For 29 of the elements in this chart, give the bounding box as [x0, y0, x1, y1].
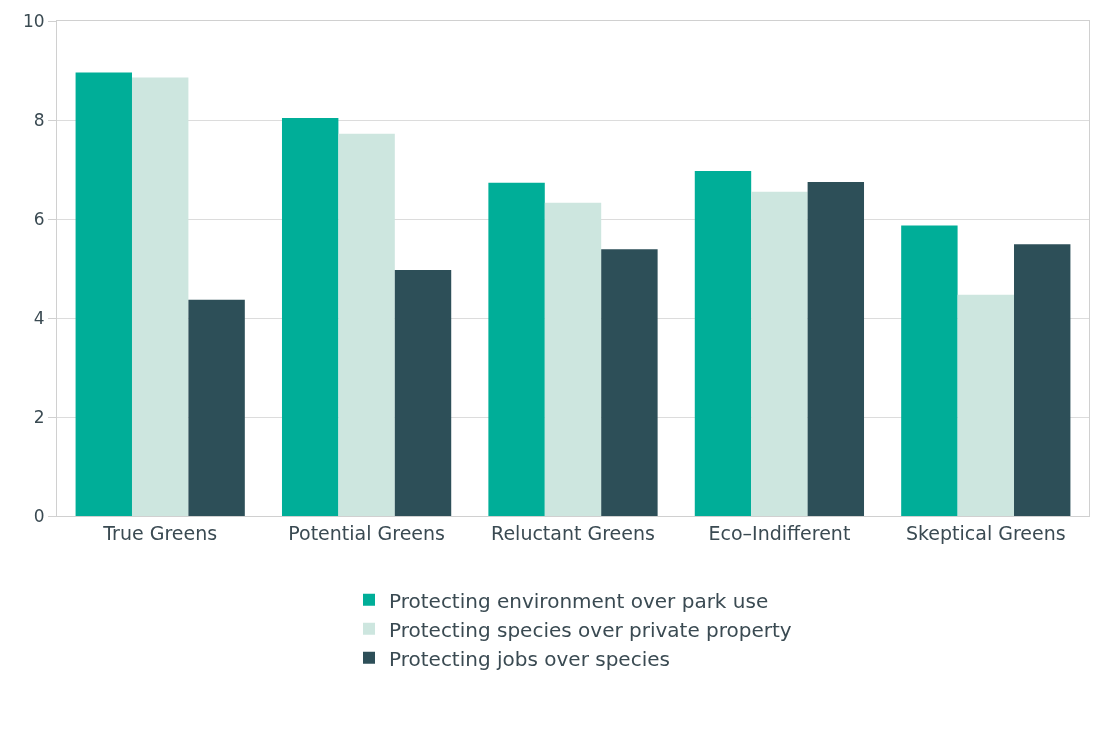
legend-label: Protecting species over private property: [389, 617, 792, 642]
y-tick-label: 0: [33, 505, 45, 526]
y-tick-label: 10: [22, 10, 45, 31]
bar: [901, 225, 958, 516]
legend-label: Protecting jobs over species: [389, 646, 670, 671]
bar: [131, 77, 189, 516]
bar: [281, 118, 339, 516]
x-tick-label: Reluctant Greens: [491, 521, 655, 544]
bar: [957, 294, 1015, 516]
bar: [488, 182, 545, 516]
x-tick-label: Skeptical Greens: [905, 521, 1066, 544]
y-tick-label: 2: [33, 406, 45, 427]
x-tick-label: Potential Greens: [288, 521, 445, 544]
bar: [807, 181, 865, 516]
bar: [544, 202, 602, 516]
bar: [694, 170, 752, 516]
bar: [751, 191, 808, 516]
y-tick-label: 8: [33, 109, 45, 130]
bar: [188, 299, 245, 516]
x-tick-label: Eco–Indifferent: [708, 521, 851, 544]
x-tick-label: True Greens: [102, 521, 218, 544]
y-tick-label: 4: [33, 307, 45, 328]
y-tick-label: 6: [33, 208, 45, 229]
bar: [1014, 244, 1071, 516]
bar: [75, 72, 132, 516]
legend-label: Protecting environment over park use: [389, 588, 769, 613]
bar: [394, 269, 452, 516]
bar: [338, 133, 395, 516]
bar: [601, 249, 658, 516]
